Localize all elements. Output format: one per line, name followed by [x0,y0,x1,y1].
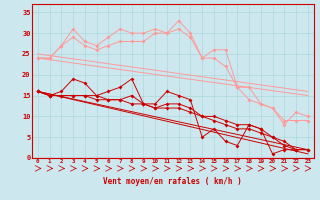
X-axis label: Vent moyen/en rafales ( km/h ): Vent moyen/en rafales ( km/h ) [103,177,242,186]
